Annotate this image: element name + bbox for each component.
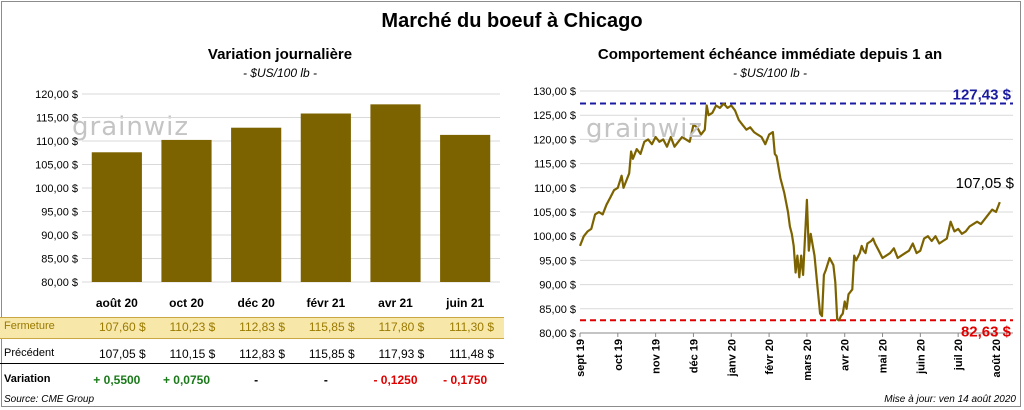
table-row-fermeture-band	[0, 317, 504, 339]
table-cell: -	[254, 373, 259, 387]
bar	[231, 127, 282, 282]
line-y-tick-label: 80,00 $	[539, 328, 576, 340]
bar-x-tick-label: avr 21	[378, 296, 413, 310]
table-row-precedent-band	[0, 343, 504, 364]
main-title: Marché du boeuf à Chicago	[381, 10, 643, 32]
line-x-tick-label: janv 20	[726, 339, 738, 377]
line-x-tick-label: nov 19	[651, 339, 663, 374]
table-cell: 111,30 $	[449, 320, 494, 334]
row-label-fermeture: Fermeture	[4, 320, 55, 332]
bar-y-tick-label: 115,00 $	[36, 113, 78, 125]
line-y-tick-label: 105,00 $	[533, 207, 576, 219]
bar-y-tick-label: 120,00 $	[35, 89, 78, 101]
bar	[370, 104, 421, 282]
left-panel-unit: - $US/100 lb -	[242, 66, 318, 80]
price-series-line	[578, 102, 1001, 322]
bar	[440, 134, 491, 282]
line-x-tick-label: juin 20	[915, 339, 927, 375]
line-x-tick-label: févr 20	[764, 339, 776, 374]
line-x-tick-label: mai 20	[878, 339, 890, 373]
last-value-label: 107,05 $	[956, 175, 1015, 192]
line-y-tick-label: 110,00 $	[534, 183, 576, 195]
line-x-tick-label: oct 19	[613, 339, 625, 371]
source-note: Source: CME Group	[4, 394, 95, 405]
bar-y-tick-label: 85,00 $	[41, 254, 78, 266]
bar-y-tick-label: 90,00 $	[41, 230, 78, 242]
right-watermark-logo: grainwiz	[586, 114, 703, 144]
line-x-tick-label: juil 20	[953, 339, 965, 371]
line-y-tick-label: 120,00 $	[533, 134, 576, 146]
line-x-tick-label: déc 19	[688, 339, 700, 373]
right-panel-unit: - $US/100 lb -	[732, 66, 808, 80]
bar	[300, 113, 351, 282]
bar-x-tick-label: juin 21	[445, 296, 484, 310]
table-cell: 110,23 $	[169, 320, 216, 334]
bar	[161, 139, 212, 282]
line-y-tick-label: 90,00 $	[539, 280, 576, 292]
table-cell: 117,80 $	[378, 320, 425, 334]
table-cell: 112,83 $	[239, 347, 285, 361]
high-value-label: 127,43 $	[953, 86, 1012, 103]
line-y-tick-label: 95,00 $	[539, 255, 576, 267]
line-y-tick-label: 130,00 $	[533, 86, 576, 98]
row-label-variation: Variation	[4, 373, 51, 385]
table-cell: 115,85 $	[308, 347, 355, 361]
line-y-tick-label: 115,00 $	[534, 159, 576, 171]
left-panel-title: Variation journalière	[207, 46, 353, 63]
right-panel-title: Comportement échéance immédiate depuis 1…	[597, 46, 943, 63]
bar-x-tick-label: févr 21	[306, 296, 345, 310]
bar-y-tick-label: 80,00 $	[41, 277, 78, 289]
bar-x-tick-label: déc 20	[237, 296, 275, 310]
bar	[91, 152, 142, 282]
line-x-tick-label: mars 20	[802, 339, 814, 381]
low-value-label: 82,63 $	[961, 323, 1012, 340]
table-cell: -	[323, 373, 328, 387]
bar-chart: 80,00 $ 85,00 $ 90,00 $ 95,00 $ 100,00 $ 105,…	[35, 89, 500, 310]
line-y-tick-label: 85,00 $	[539, 304, 576, 316]
table-cell: 117,93 $	[378, 347, 425, 361]
table-cell: 107,05 $	[98, 347, 146, 361]
line-x-tick-label: avr 20	[840, 339, 852, 371]
table-cell: + 0,0750	[162, 373, 210, 387]
line-chart: 80,00 $ 85,00 $ 90,00 $ 95,00 $ 100,00 $ 105,…	[533, 86, 1014, 381]
table-cell: - 0,1250	[373, 373, 418, 387]
table-cell: 112,83 $	[239, 320, 285, 334]
table-cell: 110,15 $	[169, 347, 216, 361]
update-note: Mise à jour: ven 14 août 2020	[884, 394, 1016, 405]
line-x-tick-label: août 20	[991, 339, 1003, 378]
table-cell: 107,60 $	[98, 320, 146, 334]
row-label-precedent: Précédent	[4, 347, 55, 359]
bar-y-tick-label: 110,00 $	[36, 136, 78, 148]
bar-y-tick-label: 100,00 $	[35, 183, 78, 195]
line-y-tick-label: 125,00 $	[533, 110, 576, 122]
bar-y-tick-label: 95,00 $	[41, 207, 78, 219]
bar-y-tick-label: 105,00 $	[35, 160, 78, 172]
table-cell: + 0,5500	[93, 373, 141, 387]
bar-x-tick-label: août 20	[96, 296, 138, 310]
line-x-tick-label: sept 19	[575, 339, 587, 377]
table-cell: 111,48 $	[449, 347, 494, 361]
table-cell: - 0,1750	[443, 373, 488, 387]
table-cell: 115,85 $	[308, 320, 355, 334]
bar-x-tick-label: oct 20	[169, 296, 204, 310]
line-y-tick-label: 100,00 $	[533, 231, 576, 243]
